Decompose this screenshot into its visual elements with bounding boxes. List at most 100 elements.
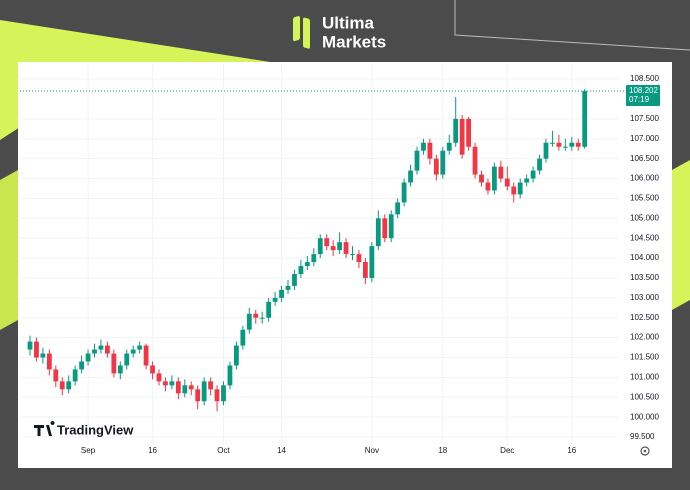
candle-body xyxy=(408,170,413,183)
candle-body xyxy=(517,182,523,195)
settings-icon[interactable] xyxy=(643,449,647,453)
candle-body xyxy=(440,150,446,175)
decor-line xyxy=(454,0,690,51)
y-tick-label: 102.500 xyxy=(630,313,659,322)
candle-body xyxy=(324,238,330,247)
x-tick-label: 16 xyxy=(148,446,157,455)
y-tick-label: 105.500 xyxy=(630,194,659,203)
candle-body xyxy=(537,158,542,171)
x-tick-label: Sep xyxy=(81,446,96,455)
candle-body xyxy=(582,90,588,147)
candle-body xyxy=(550,142,555,144)
logo: Ultima Markets xyxy=(293,13,386,51)
candle-body xyxy=(472,146,478,175)
candle-body xyxy=(111,353,117,374)
candle-body xyxy=(569,142,575,147)
candle-body xyxy=(575,142,581,147)
candle-body xyxy=(459,118,465,155)
candle-body xyxy=(524,178,530,183)
candle-body xyxy=(350,254,355,256)
x-tick-label: Oct xyxy=(217,446,230,455)
y-tick-label: 101.500 xyxy=(630,353,659,362)
y-tick-label: 104.000 xyxy=(630,253,659,262)
y-tick-label: 102.000 xyxy=(630,333,659,342)
candle-body xyxy=(479,174,484,183)
candle-body xyxy=(427,142,433,159)
logo-mark xyxy=(303,17,310,49)
candle-body xyxy=(79,361,84,370)
y-tick-label: 107.500 xyxy=(630,114,659,123)
y-tick-label: 100.500 xyxy=(630,392,659,401)
candle-body xyxy=(311,254,317,263)
candle-body xyxy=(143,345,149,366)
y-tick-label: 103.500 xyxy=(630,273,659,282)
candle-body xyxy=(253,313,259,318)
candle-body xyxy=(317,238,323,255)
candle-body xyxy=(201,381,207,402)
candle-body xyxy=(292,273,297,286)
y-tick-label: 103.000 xyxy=(630,293,659,302)
candle-body xyxy=(530,170,536,179)
candle-body xyxy=(298,266,304,274)
candle-body xyxy=(240,329,246,346)
candle-body xyxy=(485,182,491,191)
candle-body xyxy=(72,369,78,382)
candle-body xyxy=(304,262,310,267)
decor-stripe xyxy=(672,160,690,310)
candle-body xyxy=(433,158,439,175)
candle-body xyxy=(401,182,407,203)
candle-body xyxy=(214,389,220,402)
candle-body xyxy=(59,381,65,390)
candle-body xyxy=(182,385,188,394)
candle-body xyxy=(246,313,252,330)
countdown-label: 07:19 xyxy=(629,95,650,104)
candle-body xyxy=(279,289,284,298)
settings-icon[interactable] xyxy=(640,446,650,456)
candle-body xyxy=(285,285,291,290)
brand-name: Markets xyxy=(322,32,386,51)
candle-body xyxy=(221,385,226,402)
y-tick-label: 107.000 xyxy=(630,134,659,143)
candle-body xyxy=(343,242,349,255)
x-tick-label: 14 xyxy=(277,446,286,455)
last-price-box xyxy=(626,84,660,106)
candle-body xyxy=(27,341,33,350)
candle-body xyxy=(259,317,265,319)
watermark-text: TradingView xyxy=(57,422,134,437)
candle-body xyxy=(492,166,497,191)
candle-body xyxy=(504,178,510,187)
settings-icon[interactable] xyxy=(640,446,650,456)
candle-body xyxy=(46,353,52,370)
decor-stripe xyxy=(0,20,270,140)
last-price-label: 108.202 xyxy=(629,86,658,95)
candle-body xyxy=(556,142,562,147)
candle-body xyxy=(53,369,59,382)
candle-body xyxy=(105,345,110,354)
candle-body xyxy=(40,353,46,358)
candle-body xyxy=(163,381,168,386)
y-tick-label: 99.500 xyxy=(630,432,655,441)
candle-body xyxy=(562,146,568,148)
candle-body xyxy=(543,142,549,159)
candle-body xyxy=(266,301,272,318)
tv-icon xyxy=(34,421,55,436)
candle-body xyxy=(85,353,91,362)
candle-body xyxy=(446,142,452,151)
candle-body xyxy=(117,365,123,374)
logo-mark xyxy=(293,16,300,42)
candle-body xyxy=(363,262,368,278)
y-tick-label: 104.500 xyxy=(630,233,659,242)
chart-panel xyxy=(18,62,672,468)
y-tick-label: 106.500 xyxy=(630,154,659,163)
candle-body xyxy=(227,365,233,386)
candle-body xyxy=(195,389,201,402)
x-tick-label: Dec xyxy=(500,446,514,455)
candle-body xyxy=(169,381,175,386)
candle-body xyxy=(66,381,72,390)
y-tick-label: 101.000 xyxy=(630,372,659,381)
candle-body xyxy=(156,373,162,382)
candle-body xyxy=(356,254,362,263)
candle-body xyxy=(421,142,426,151)
candle-body xyxy=(234,345,239,366)
candle-body xyxy=(395,202,401,215)
